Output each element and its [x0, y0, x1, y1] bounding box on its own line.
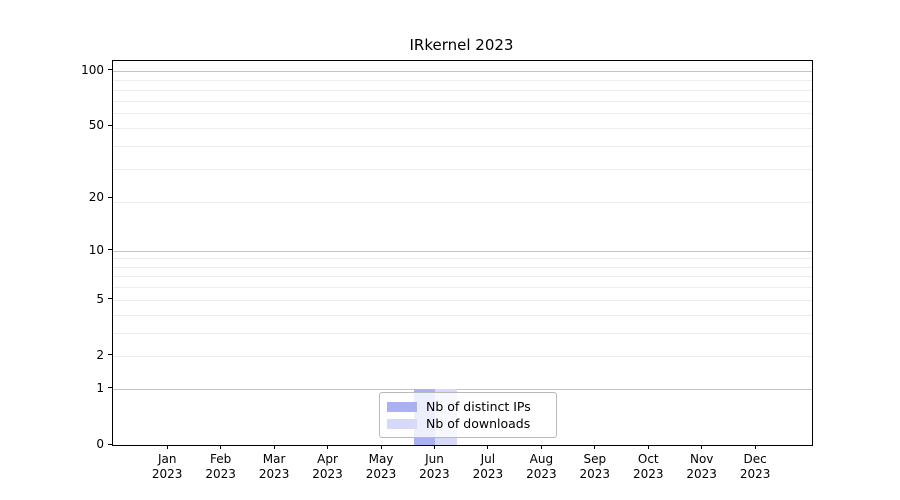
x-tick-mark — [166, 445, 168, 449]
major-gridline — [113, 250, 812, 252]
x-tick-label: Jul 2023 — [458, 452, 518, 482]
minor-gridline — [113, 332, 812, 334]
x-tick-label: Sep 2023 — [565, 452, 625, 482]
minor-gridline — [113, 299, 812, 301]
legend-label-downloads: Nb of downloads — [426, 416, 531, 431]
legend: Nb of distinct IPs Nb of downloads — [379, 392, 557, 438]
bars-layer — [113, 61, 812, 445]
plot-area: Nb of distinct IPs Nb of downloads — [112, 60, 813, 446]
x-tick-label: Feb 2023 — [191, 452, 251, 482]
y-tick-label: 50 — [88, 118, 104, 133]
x-tick-year: 2023 — [258, 467, 290, 481]
x-tick-year: 2023 — [579, 467, 611, 481]
x-tick-year: 2023 — [365, 467, 397, 481]
chart-title: IRkernel 2023 — [409, 36, 514, 54]
minor-gridline — [113, 145, 812, 147]
x-tick-year: 2023 — [151, 467, 183, 481]
x-tick-mark — [220, 445, 222, 449]
x-tick-label: Oct 2023 — [618, 452, 678, 482]
y-tick-label: 1 — [96, 380, 104, 395]
major-gridline — [113, 388, 812, 390]
x-tick-month: Dec — [743, 452, 767, 466]
major-gridline — [113, 70, 812, 72]
y-tick-label: 10 — [88, 242, 104, 257]
x-tick-label: Dec 2023 — [725, 452, 785, 482]
y-tick-label: 100 — [81, 62, 104, 77]
y-tick-mark — [108, 443, 112, 445]
x-tick-mark — [327, 445, 329, 449]
y-tick-mark — [108, 196, 112, 198]
x-tick-label: Aug 2023 — [511, 452, 571, 482]
x-tick-label: May 2023 — [351, 452, 411, 482]
minor-gridline — [113, 202, 812, 204]
x-tick-month: Apr — [317, 452, 338, 466]
y-tick-mark — [108, 387, 112, 389]
x-tick-mark — [647, 445, 649, 449]
minor-gridline — [113, 276, 812, 278]
minor-gridline — [113, 287, 812, 289]
y-tick-label: 20 — [88, 190, 104, 205]
x-tick-month: May — [368, 452, 394, 466]
x-tick-month: Jan — [157, 452, 177, 466]
grid-layer — [113, 61, 812, 445]
minor-gridline — [113, 258, 812, 260]
minor-gridline — [113, 169, 812, 171]
x-tick-mark — [487, 445, 489, 449]
x-tick-year: 2023 — [312, 467, 343, 481]
x-tick-mark — [273, 445, 275, 449]
y-tick-mark — [108, 69, 112, 71]
legend-swatch-distinct-ips — [387, 401, 417, 412]
minor-gridline — [113, 355, 812, 357]
legend-item-distinct-ips: Nb of distinct IPs — [387, 399, 548, 414]
x-tick-month: Nov — [689, 452, 714, 466]
x-tick-year: 2023 — [632, 467, 664, 481]
minor-gridline — [113, 80, 812, 82]
x-tick-month: Sep — [583, 452, 607, 466]
x-tick-year: 2023 — [472, 467, 504, 481]
y-tick-label: 0 — [96, 437, 104, 451]
legend-label-distinct-ips: Nb of distinct IPs — [426, 399, 531, 414]
legend-swatch-downloads — [387, 418, 417, 429]
minor-gridline — [113, 100, 812, 102]
x-tick-label: Mar 2023 — [244, 452, 304, 482]
y-tick-label: 2 — [96, 347, 104, 362]
y-tick-label: 5 — [96, 291, 104, 306]
x-tick-month: Oct — [637, 452, 659, 466]
minor-gridline — [113, 113, 812, 115]
minor-gridline — [113, 266, 812, 268]
x-tick-mark — [594, 445, 596, 449]
x-tick-year: 2023 — [686, 467, 717, 481]
x-tick-mark — [754, 445, 756, 449]
minor-gridline — [113, 89, 812, 91]
x-tick-mark — [540, 445, 542, 449]
minor-gridline — [113, 314, 812, 316]
y-tick-mark — [108, 354, 112, 356]
y-tick-mark — [108, 249, 112, 251]
y-tick-mark — [108, 298, 112, 300]
y-tick-mark — [108, 124, 112, 126]
minor-gridline — [113, 127, 812, 129]
x-tick-mark — [433, 445, 435, 449]
x-tick-label: Jan 2023 — [137, 452, 197, 482]
x-tick-year: 2023 — [419, 467, 450, 481]
x-tick-label: Nov 2023 — [672, 452, 732, 482]
x-tick-month: Aug — [529, 452, 554, 466]
x-tick-label: Apr 2023 — [298, 452, 358, 482]
x-tick-month: Jul — [480, 452, 496, 466]
x-tick-month: Jun — [425, 452, 444, 466]
x-tick-mark — [380, 445, 382, 449]
x-tick-year: 2023 — [205, 467, 236, 481]
legend-item-downloads: Nb of downloads — [387, 416, 548, 431]
x-tick-label: Jun 2023 — [404, 452, 464, 482]
x-tick-month: Mar — [262, 452, 286, 466]
x-tick-month: Feb — [210, 452, 232, 466]
x-tick-year: 2023 — [739, 467, 771, 481]
x-tick-year: 2023 — [526, 467, 557, 481]
x-tick-mark — [701, 445, 703, 449]
